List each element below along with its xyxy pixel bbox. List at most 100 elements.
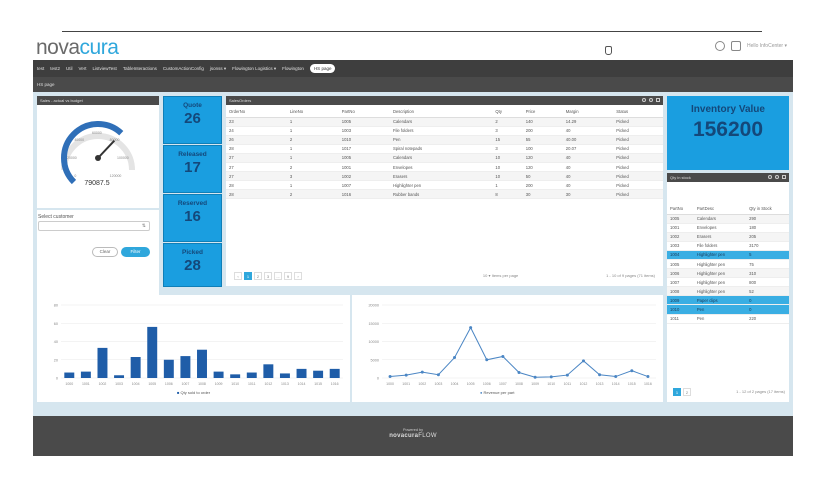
- table-row[interactable]: 1002 Erasers 205: [667, 232, 789, 242]
- bar[interactable]: [230, 374, 241, 378]
- bar[interactable]: [329, 368, 340, 378]
- column-header[interactable]: LineNo: [286, 107, 339, 118]
- data-point[interactable]: [517, 371, 521, 375]
- pager-button[interactable]: 1: [673, 388, 681, 396]
- table-row[interactable]: 1003 File folders 3170: [667, 241, 789, 251]
- data-point[interactable]: [501, 354, 505, 358]
- pager-button[interactable]: 3: [264, 272, 272, 280]
- bar[interactable]: [213, 371, 224, 378]
- data-point[interactable]: [420, 370, 424, 374]
- clear-button[interactable]: Clear: [92, 247, 118, 257]
- data-point[interactable]: [469, 326, 473, 330]
- info-icon[interactable]: [768, 175, 772, 179]
- column-header[interactable]: PartNo: [667, 204, 694, 215]
- bar[interactable]: [97, 347, 108, 378]
- table-row[interactable]: 1008 Highlighter pen 52: [667, 286, 789, 297]
- table-row[interactable]: 26 2 1010 Pen 15 55 40.00 Picked: [226, 135, 663, 145]
- table-row[interactable]: 24 1 1003 File folders 3 200 40 Picked: [226, 126, 663, 136]
- bar[interactable]: [197, 349, 207, 378]
- pager-button[interactable]: ...: [274, 272, 282, 280]
- column-header[interactable]: Description: [389, 107, 493, 118]
- user-menu[interactable]: Hello InfoCenter ▾: [746, 43, 787, 49]
- bar[interactable]: [147, 326, 158, 378]
- nav-item[interactable]: test: [37, 66, 45, 71]
- table-row[interactable]: 27 3 1002 Erasers 10 50 40 Picked: [226, 171, 663, 182]
- nav-item[interactable]: test2: [50, 66, 61, 71]
- pager-button[interactable]: ‹: [234, 272, 242, 280]
- refresh-icon[interactable]: [649, 98, 653, 102]
- data-point[interactable]: [630, 369, 634, 373]
- bar[interactable]: [313, 370, 324, 378]
- column-header[interactable]: Qty in Stock: [746, 204, 789, 215]
- bar[interactable]: [130, 357, 141, 378]
- table-row[interactable]: 1011 Pen 220: [667, 314, 789, 324]
- table-row[interactable]: 1010 Pen 0: [667, 304, 789, 315]
- data-point[interactable]: [388, 375, 392, 379]
- table-row[interactable]: 28 2 1016 Rubber bands 8 30 30 Picked: [226, 189, 663, 200]
- bar[interactable]: [246, 372, 257, 378]
- table-row[interactable]: 23 1 1005 Calendars 2 140 14.29 Picked: [226, 117, 663, 127]
- nav-item[interactable]: jsonss ▾: [209, 65, 227, 71]
- column-header[interactable]: Status: [613, 107, 663, 118]
- data-point[interactable]: [436, 373, 440, 377]
- data-point[interactable]: [565, 373, 569, 377]
- bar[interactable]: [114, 375, 125, 378]
- nav-item[interactable]: Util: [66, 66, 73, 71]
- table-row[interactable]: 1004 Highlighter pen 5: [667, 250, 789, 260]
- table-row[interactable]: 1006 Highlighter pen 310: [667, 268, 789, 279]
- table-row[interactable]: 1009 Paper clips 0: [667, 295, 789, 306]
- bar[interactable]: [80, 371, 91, 378]
- filter-button[interactable]: Filter: [121, 247, 150, 257]
- bar[interactable]: [263, 364, 274, 378]
- nav-item[interactable]: TableInteractions: [122, 66, 157, 71]
- page-size-select[interactable]: 10 ▾: [482, 273, 491, 278]
- nav-item[interactable]: Flowington: [282, 66, 304, 71]
- column-header[interactable]: Qty: [492, 107, 523, 118]
- data-point[interactable]: [549, 375, 553, 379]
- nav-item[interactable]: Vert: [78, 66, 87, 71]
- table-row[interactable]: 1005 Highlighter pen 75: [667, 259, 789, 270]
- lock-icon[interactable]: [731, 41, 741, 51]
- data-point[interactable]: [581, 359, 585, 363]
- data-point[interactable]: [646, 375, 650, 379]
- table-row[interactable]: 27 2 1001 Envelopes 10 120 40 Picked: [226, 162, 663, 173]
- bar[interactable]: [163, 359, 174, 378]
- column-header[interactable]: PartDesc: [693, 204, 747, 215]
- column-header[interactable]: PartNo: [338, 107, 390, 118]
- table-row[interactable]: 1007 Highlighter pen 800: [667, 277, 789, 288]
- nav-item[interactable]: HS page: [309, 64, 336, 73]
- expand-icon[interactable]: [782, 175, 786, 179]
- data-point[interactable]: [598, 373, 602, 377]
- info-icon[interactable]: [642, 98, 646, 102]
- expand-icon[interactable]: [656, 98, 660, 102]
- table-row[interactable]: 28 1 1007 Highlighter pen 1 200 40 Picked: [226, 180, 663, 191]
- customer-select[interactable]: ⇅: [38, 221, 150, 231]
- data-point[interactable]: [453, 356, 457, 360]
- column-header[interactable]: OrderNo: [226, 107, 287, 118]
- help-icon[interactable]: [715, 41, 725, 51]
- nav-item[interactable]: ListviewTest: [92, 66, 117, 71]
- bar[interactable]: [296, 368, 307, 378]
- nav-item[interactable]: Flowington Logistics ▾: [232, 65, 277, 71]
- table-row[interactable]: 1005 Calendars 290: [667, 214, 789, 224]
- data-point[interactable]: [404, 373, 408, 377]
- data-point[interactable]: [485, 358, 489, 362]
- table-row[interactable]: 28 1 1017 Spiral notepads 3 100 20.07 Picked: [226, 144, 663, 154]
- data-point[interactable]: [533, 375, 537, 379]
- nav-item[interactable]: CustomActionConfig: [162, 66, 204, 71]
- table-row[interactable]: 27 1 1005 Calendars 10 120 40 Picked: [226, 153, 663, 163]
- column-header[interactable]: Margin: [562, 107, 614, 118]
- bar[interactable]: [180, 356, 191, 378]
- bar[interactable]: [279, 373, 290, 378]
- table-row[interactable]: 1001 Envelopes 180: [667, 223, 789, 233]
- pager-button[interactable]: 1: [244, 272, 252, 280]
- pager-button[interactable]: ›: [294, 272, 302, 280]
- data-point[interactable]: [614, 375, 618, 379]
- bar[interactable]: [64, 372, 75, 378]
- column-header[interactable]: Price: [522, 107, 563, 118]
- refresh-icon[interactable]: [775, 175, 779, 179]
- pager-button[interactable]: 2: [254, 272, 262, 280]
- pager-button[interactable]: 2: [683, 388, 691, 396]
- app-logo[interactable]: novacura: [36, 36, 119, 60]
- pager-button[interactable]: 9: [284, 272, 292, 280]
